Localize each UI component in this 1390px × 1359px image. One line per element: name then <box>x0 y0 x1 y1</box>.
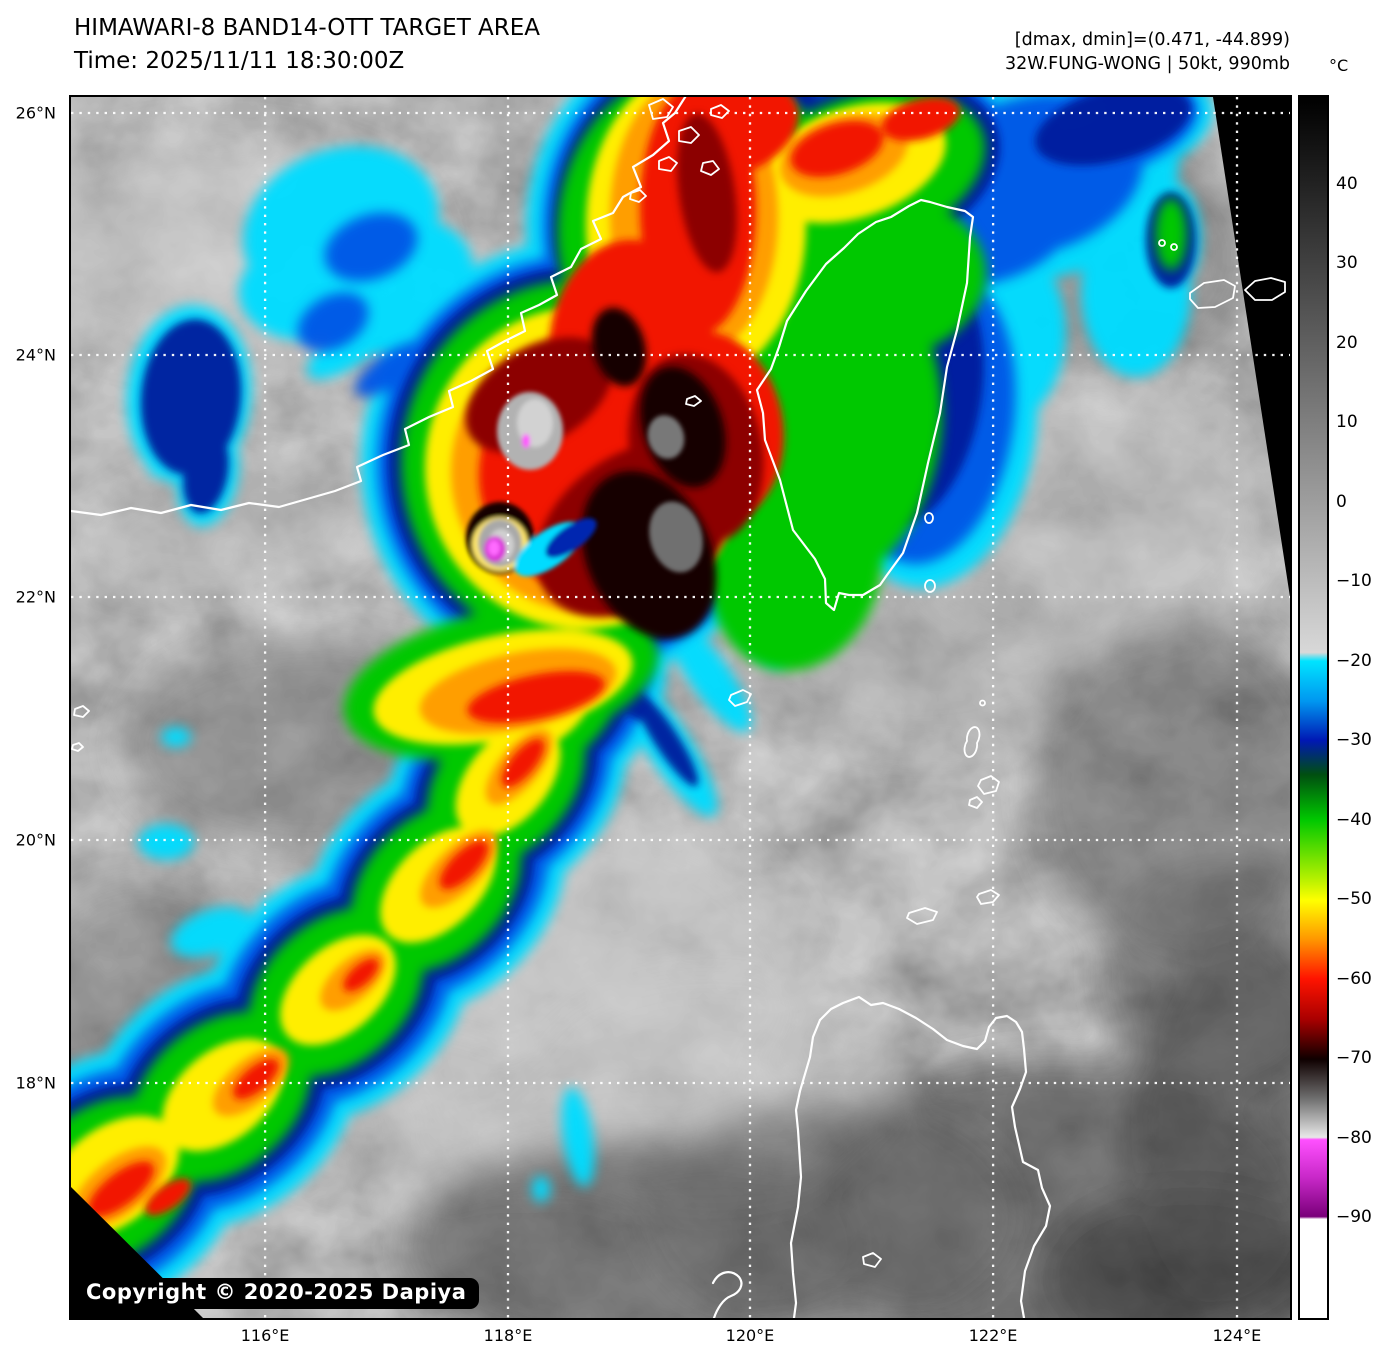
longitude-label: 124°E <box>1212 1326 1262 1345</box>
colorbar-tick-label: 20 <box>1336 332 1358 353</box>
latitude-label: 24°N <box>15 345 56 365</box>
satellite-imagery <box>71 97 1290 1318</box>
colorbar-tick-label: −40 <box>1336 809 1372 830</box>
colorbar-tick-label: −90 <box>1336 1207 1372 1228</box>
taiwan-coastline <box>755 198 975 612</box>
coastlines <box>71 97 1286 1318</box>
header: HIMAWARI-8 BAND14-OTT TARGET AREA Time: … <box>74 12 540 78</box>
matsu-islands <box>629 98 730 203</box>
dmax-dmin-readout: [dmax, dmin]=(0.471, -44.899) <box>1014 30 1290 50</box>
batanes-islands <box>862 699 1000 1268</box>
longitude-label: 122°E <box>968 1326 1018 1345</box>
lingayen-hook <box>711 1271 743 1318</box>
latlon-grid <box>71 97 1290 1318</box>
colorbar-tick-label: −10 <box>1336 571 1372 592</box>
strait-islets <box>71 395 752 752</box>
colorbar-tick-label: 30 <box>1336 253 1358 274</box>
page-title: HIMAWARI-8 BAND14-OTT TARGET AREA <box>74 15 541 41</box>
satellite-map: Copyright © 2020-2025 Dapiya <box>69 95 1292 1320</box>
longitude-label: 116°E <box>240 1326 290 1345</box>
longitude-axis-labels: 116°E 118°E 120°E 122°E 124°E <box>71 1326 1290 1354</box>
temperature-colorbar <box>1298 95 1329 1320</box>
colorbar-tick-label: −50 <box>1336 889 1372 910</box>
latitude-label: 22°N <box>15 587 56 607</box>
longitude-label: 120°E <box>725 1326 775 1345</box>
storm-core-details <box>466 392 703 577</box>
timestamp: Time: 2025/11/11 18:30:00Z <box>74 48 405 74</box>
colorbar-tick-labels: 40 30 20 10 0 −10 −20 −30 −40 −50 −60 −70 −80 −90 <box>1336 97 1390 1318</box>
latitude-label: 18°N <box>15 1073 56 1093</box>
latitude-label: 26°N <box>15 103 56 123</box>
luzon-coastline <box>818 995 1052 1318</box>
colorbar-tick-label: −70 <box>1336 1048 1372 1069</box>
nodata-wedge-topright <box>1213 97 1290 597</box>
colorbar-tick-label: −80 <box>1336 1127 1372 1148</box>
colorbar-tick-label: 0 <box>1336 491 1347 512</box>
copyright-badge: Copyright © 2020-2025 Dapiya <box>73 1278 480 1309</box>
colorbar-unit-label: °C <box>1329 56 1349 75</box>
latitude-axis-labels: 26°N 24°N 22°N 20°N 18°N <box>0 97 62 1318</box>
luzon-west-coastline <box>789 1018 822 1318</box>
colorbar-tick-label: 40 <box>1336 173 1358 194</box>
annotation-block: [dmax, dmin]=(0.471, -44.899) 32W.FUNG-W… <box>1005 28 1290 76</box>
latitude-label: 20°N <box>15 830 56 850</box>
yaeyama-islands <box>1158 239 1286 309</box>
colorbar-tick-label: −30 <box>1336 730 1372 751</box>
longitude-label: 118°E <box>483 1326 533 1345</box>
colorbar-tick-label: 10 <box>1336 412 1358 433</box>
colorbar-tick-label: −60 <box>1336 968 1372 989</box>
storm-info: 32W.FUNG-WONG | 50kt, 990mb <box>1005 54 1290 74</box>
offshore-islets-taiwan <box>924 512 936 593</box>
colorbar-tick-label: −20 <box>1336 650 1372 671</box>
